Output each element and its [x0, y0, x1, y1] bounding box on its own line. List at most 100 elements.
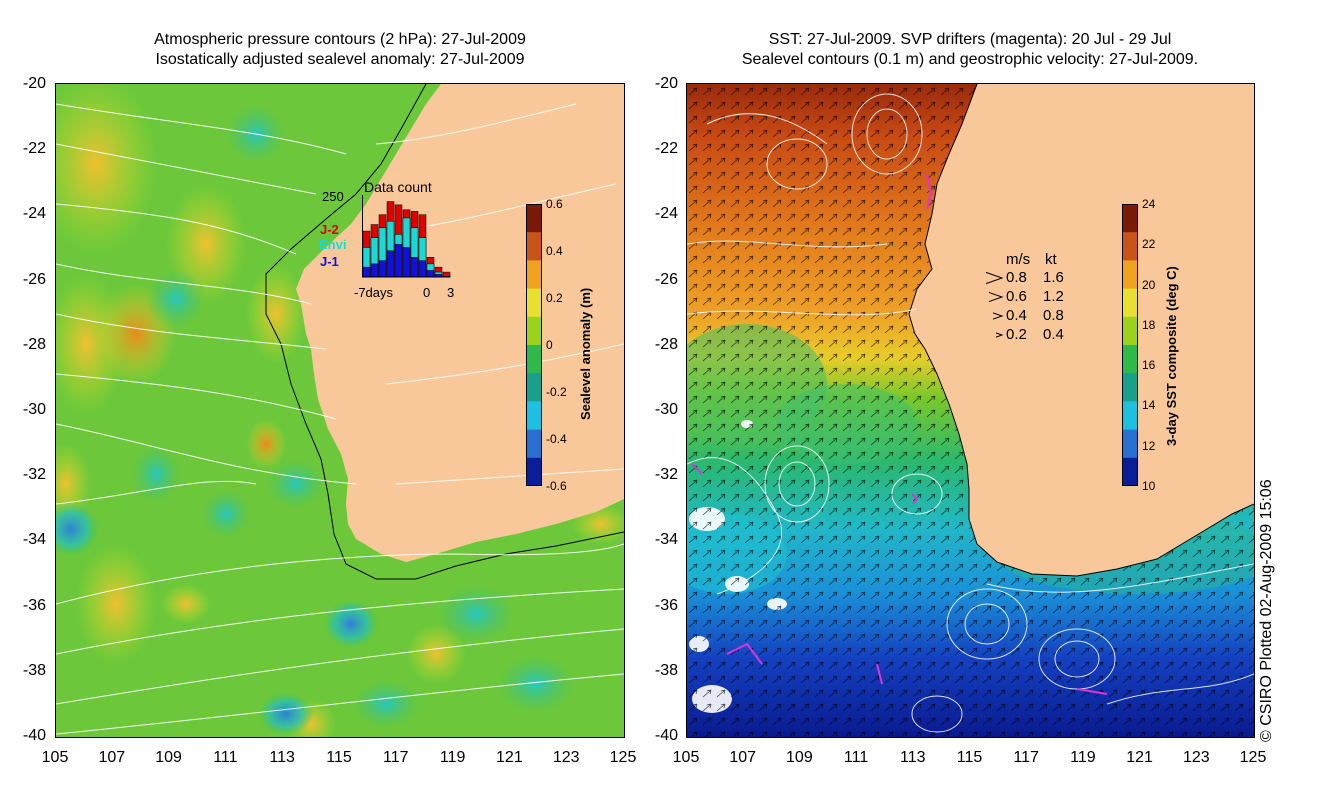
- lon-tick-105: 105: [672, 749, 700, 766]
- left-title-line1: Atmospheric pressure contours (2 hPa): 2…: [154, 31, 526, 48]
- csiro-credit: © CSIRO Plotted 02-Aug-2009 15:06: [1258, 479, 1275, 742]
- lon-tick-113: 113: [900, 749, 926, 766]
- lon-tick-123: 123: [1182, 749, 1210, 766]
- colorbar-segment: [1122, 316, 1138, 346]
- colorbar-segment: [1122, 204, 1138, 233]
- right-map-panel: [686, 83, 1255, 738]
- lon-tick-111: 111: [213, 749, 238, 766]
- histogram-series-j2: J-2: [320, 222, 339, 237]
- lat-tick-m26: -26: [654, 270, 678, 288]
- lat-tick-m34: -34: [654, 531, 678, 549]
- colorbar-tick-label: 24: [1142, 197, 1156, 211]
- colorbar-segment: [1122, 232, 1138, 261]
- histogram-bar-j1: [378, 260, 387, 278]
- colorbar-segment: [526, 204, 542, 233]
- lat-tick-m24: -24: [22, 205, 46, 223]
- velocity-legend-kt: 0.8: [1043, 307, 1064, 324]
- histogram-bar-j1: [362, 266, 371, 278]
- velocity-legend-ms: 0.4: [1006, 307, 1027, 324]
- colorbar-segment: [1122, 260, 1138, 290]
- lat-tick-m24: -24: [654, 205, 678, 223]
- right-colorbar: [1122, 204, 1138, 486]
- colorbar-segment: [526, 401, 542, 431]
- lat-tick-m20: -20: [654, 75, 678, 92]
- histogram-chart: [362, 195, 451, 278]
- histogram-x-start: -7days: [354, 285, 394, 300]
- lon-tick-109: 109: [155, 749, 182, 766]
- colorbar-tick-label: 12: [1142, 438, 1156, 453]
- histogram-title: Data count: [364, 179, 432, 195]
- left-map-panel: [55, 83, 625, 738]
- velocity-arrow-icon: [992, 312, 1004, 320]
- lon-tick-119: 119: [1070, 749, 1096, 766]
- lat-tick-m38: -38: [22, 661, 46, 679]
- histogram-bar-j1: [386, 250, 395, 278]
- lon-tick-107: 107: [98, 749, 126, 766]
- colorbar-segment: [526, 345, 542, 374]
- colorbar-segment: [1122, 345, 1138, 374]
- lat-tick-m30: -30: [22, 401, 46, 418]
- lat-tick-m26: -26: [22, 270, 46, 288]
- colorbar-tick-label: 10: [1142, 479, 1156, 493]
- lat-tick-m28: -28: [22, 335, 46, 353]
- left-colorbar: [526, 204, 542, 486]
- velocity-arrow-mark: [995, 332, 1004, 338]
- sealevel-contours: [687, 93, 1254, 733]
- colorbar-tick-label: 0.6: [546, 197, 563, 211]
- colorbar-segment: [1122, 288, 1138, 318]
- lat-tick-m34: -34: [22, 531, 46, 549]
- lon-tick-109: 109: [786, 749, 813, 766]
- lat-tick-m30: -30: [654, 401, 678, 418]
- histogram-bar-j1: [394, 243, 403, 278]
- lon-tick-111: 111: [843, 749, 869, 766]
- lon-tick-123: 123: [552, 749, 580, 766]
- colorbar-segment: [526, 316, 542, 346]
- right-title-line2: Sealevel contours (0.1 m) and geostrophi…: [741, 51, 1199, 68]
- histogram-bar-j1: [418, 260, 427, 278]
- velocity-arrow-mark: [985, 271, 1004, 285]
- velocity-arrow-mark: [992, 312, 1004, 320]
- lon-tick-115: 115: [326, 749, 352, 766]
- colorbar-tick-label: -0.2: [546, 385, 567, 399]
- histogram-axes: [362, 195, 450, 278]
- lon-tick-121: 121: [1126, 749, 1153, 766]
- velocity-arrow-icon: [995, 332, 1004, 338]
- lon-tick-113: 113: [269, 749, 295, 766]
- colorbar-segment: [526, 373, 542, 402]
- pressure-contours: [56, 103, 624, 735]
- lon-tick-119: 119: [439, 749, 466, 766]
- histogram-series-envi: Envi: [319, 237, 347, 252]
- colorbar-segment: [526, 429, 542, 459]
- velocity-legend-kt: 1.6: [1043, 269, 1064, 286]
- colorbar-tick-label: -0.4: [546, 432, 567, 446]
- colorbar-segment: [1122, 429, 1138, 459]
- svp-drifter-tracks: [691, 173, 1108, 695]
- histogram-bar-j1: [426, 270, 435, 278]
- right-title-line1: SST: 27-Jul-2009. SVP drifters (magenta)…: [768, 31, 1172, 48]
- lon-tick-125: 125: [609, 749, 637, 766]
- lat-tick-m32: -32: [654, 466, 678, 484]
- left-land-australia: [296, 84, 624, 562]
- colorbar-segment: [526, 260, 542, 290]
- lat-tick-m32: -32: [22, 466, 46, 484]
- histogram-series-j1: J-1: [320, 254, 339, 269]
- lat-tick-m20: -20: [22, 75, 46, 92]
- lat-tick-m40: -40: [22, 727, 46, 744]
- lon-tick-115: 115: [956, 749, 983, 766]
- colorbar-segment: [1122, 401, 1138, 431]
- colorbar-border: [526, 204, 542, 486]
- colorbar-tick-label: 22: [1142, 237, 1156, 252]
- velocity-legend-kt: 0.4: [1043, 326, 1064, 343]
- colorbar-tick-label: 16: [1142, 358, 1156, 373]
- velocity-legend-kt: 1.2: [1043, 288, 1064, 305]
- lon-tick-121: 121: [496, 749, 523, 766]
- lon-tick-105: 105: [41, 749, 69, 766]
- lat-tick-m36: -36: [654, 596, 678, 614]
- colorbar-tick-label: 0: [546, 338, 553, 352]
- velocity-legend-kt-header: kt: [1045, 251, 1057, 268]
- left-colorbar-title: Sealevel anomaly (m): [578, 287, 593, 420]
- right-map-title: SST: 27-Jul-2009. SVP drifters (magenta)…: [680, 30, 1260, 70]
- velocity-legend-ms: 0.6: [1006, 288, 1027, 305]
- colorbar-segment: [526, 232, 542, 261]
- lat-tick-m36: -36: [22, 596, 46, 614]
